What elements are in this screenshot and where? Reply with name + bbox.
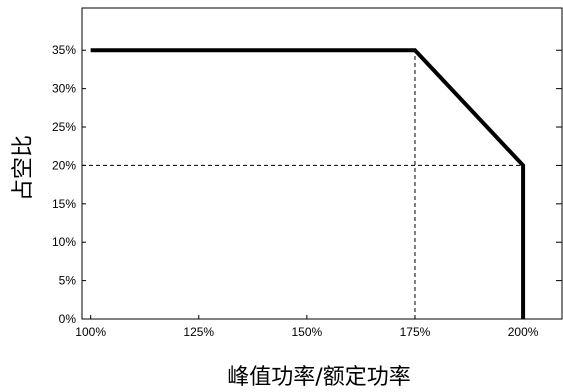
plot-frame	[81, 7, 563, 320]
series-layer	[90, 48, 526, 319]
x-tick-label: 100%	[75, 325, 106, 339]
y-tick-label: 35%	[52, 43, 76, 57]
x-tick-label: 150%	[292, 325, 323, 339]
x-axis-title: 峰值功率/额定功率	[227, 365, 410, 390]
y-tick-label: 20%	[52, 158, 76, 172]
y-tick-label: 5%	[59, 274, 77, 288]
y-tick-label: 0%	[59, 312, 77, 326]
y-axis-ticks: 0% 5% 10% 15% 20% 25% 30% 35%	[52, 43, 562, 326]
y-tick-label: 10%	[52, 235, 76, 249]
y-tick-label: 25%	[52, 120, 76, 134]
y-tick-label: 30%	[52, 82, 76, 96]
x-axis-ticks: 100% 125% 150% 175% 200%	[75, 315, 539, 339]
series-line-0	[90, 48, 526, 319]
x-tick-label: 200%	[508, 325, 539, 339]
x-tick-label: 125%	[183, 325, 214, 339]
reference-lines	[82, 50, 524, 319]
y-tick-label: 15%	[52, 197, 76, 211]
y-axis-title: 占空比	[11, 135, 36, 201]
x-tick-label: 175%	[400, 325, 431, 339]
